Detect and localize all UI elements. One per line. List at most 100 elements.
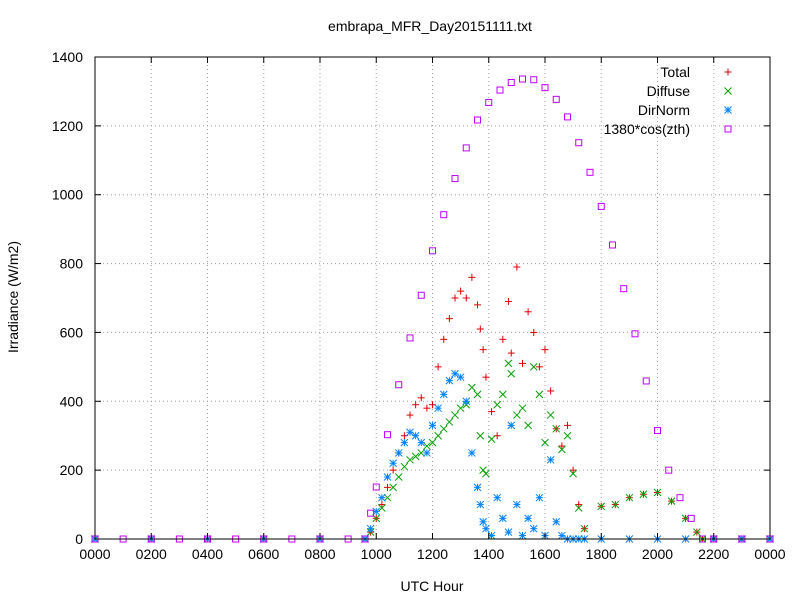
data-point: [535, 363, 543, 371]
y-tick-label: 1200: [52, 118, 83, 134]
data-point: [493, 400, 502, 409]
data-point: [366, 524, 375, 533]
y-tick-label: 400: [60, 393, 84, 409]
data-point: [394, 449, 403, 457]
data-point: [372, 483, 380, 491]
data-point: [631, 330, 639, 338]
data-point: [406, 411, 414, 419]
data-point: [400, 438, 409, 447]
data-point: [383, 473, 392, 481]
data-point: [530, 76, 538, 84]
data-point: [507, 421, 516, 430]
data-point: [524, 514, 532, 523]
data-point: [564, 113, 571, 121]
data-point: [456, 373, 465, 382]
data-point: [552, 517, 561, 526]
x-axis-label: UTC Hour: [400, 578, 463, 594]
data-point: [474, 116, 481, 124]
x-tick-label: 0000: [79, 546, 110, 562]
data-point: [457, 287, 465, 295]
data-point: [547, 387, 555, 395]
data-point: [439, 390, 448, 399]
data-point: [428, 421, 437, 430]
data-point: [499, 335, 507, 343]
data-point: [445, 376, 454, 385]
data-point: [535, 390, 544, 399]
data-point: [552, 95, 560, 103]
data-point: [687, 514, 695, 522]
data-point: [493, 493, 502, 502]
y-tick-label: 200: [60, 462, 84, 478]
data-point: [611, 500, 620, 509]
data-point: [400, 462, 409, 471]
data-point: [530, 328, 538, 336]
data-point: [417, 394, 425, 402]
data-point: [434, 404, 442, 413]
data-point: [417, 291, 425, 299]
data-point: [383, 493, 392, 502]
data-point: [395, 381, 403, 389]
data-point: [367, 509, 375, 517]
data-point: [558, 445, 566, 454]
x-tick-label: 0800: [304, 546, 335, 562]
data-point: [428, 438, 437, 447]
data-point: [479, 346, 487, 354]
data-point: [417, 449, 426, 457]
data-point: [524, 308, 532, 316]
data-point: [384, 431, 391, 439]
data-point: [574, 504, 583, 512]
data-point: [518, 531, 527, 540]
data-point: [569, 469, 577, 478]
data-point: [676, 494, 684, 502]
data-point: [513, 263, 521, 271]
data-point: [451, 411, 459, 419]
chart-title: embrapa_MFR_Day20151111.txt: [328, 18, 532, 34]
data-point: [504, 297, 512, 305]
data-point: [451, 294, 459, 302]
legend: Total Diffuse DirNorm 1380*cos(zth): [604, 64, 732, 137]
x-tick-label: 0000: [754, 546, 785, 562]
x-tick-label: 2000: [642, 546, 673, 562]
data-point: [434, 431, 442, 440]
y-tick-label: 600: [60, 324, 84, 340]
x-tick-label: 0400: [192, 546, 223, 562]
data-point: [507, 369, 516, 378]
data-point: [529, 524, 538, 533]
data-point: [476, 325, 484, 333]
y-tick-label: 800: [60, 256, 84, 272]
y-tick-label: 1400: [52, 49, 83, 65]
axis-layer: 0000 0200 0400 0600 0800 1000 1200 1400 1600 1800…: [52, 49, 786, 562]
data-point: [485, 98, 493, 106]
data-point: [462, 144, 470, 152]
data-point: [524, 421, 532, 430]
data-point: [384, 483, 391, 491]
legend-label: DirNorm: [638, 102, 690, 118]
data-point: [473, 390, 482, 399]
data-point: [423, 404, 431, 412]
data-point: [620, 285, 628, 293]
data-point: [389, 466, 397, 474]
data-point: [519, 359, 526, 367]
data-point: [482, 373, 490, 381]
data-point: [498, 514, 507, 523]
data-point: [504, 359, 513, 368]
legend-label: Total: [660, 64, 690, 80]
data-point: [642, 377, 650, 385]
y-axis-label: Irradiance (W/m2): [5, 241, 21, 353]
data-point: [535, 493, 544, 502]
data-point: [597, 502, 606, 511]
data-point: [564, 421, 571, 429]
data-point: [468, 449, 476, 457]
x-tick-label: 0200: [136, 546, 167, 562]
data-point: [412, 401, 420, 409]
data-point: [445, 418, 454, 426]
legend-marker: [724, 87, 732, 95]
data-point: [394, 473, 403, 481]
y-tick-label: 1000: [52, 187, 83, 203]
data-point: [498, 390, 507, 399]
data-point: [378, 501, 386, 509]
data-point: [462, 294, 470, 302]
